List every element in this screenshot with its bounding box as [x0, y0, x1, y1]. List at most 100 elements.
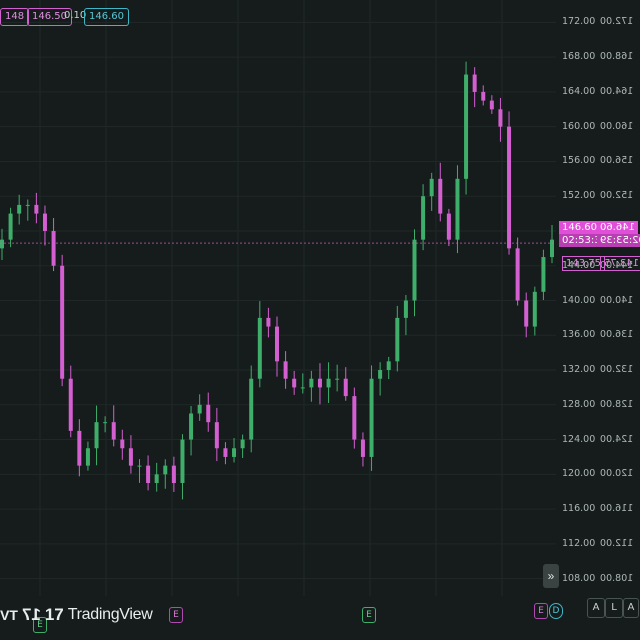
price-axis-label-mirror: 152.00 [600, 190, 634, 202]
price-axis-label: 116.00 [562, 503, 596, 515]
log-scale-button[interactable]: L [605, 598, 623, 618]
candle-body [25, 204, 30, 206]
candle-body [541, 257, 546, 292]
candle-body [481, 91, 486, 101]
candle-body [137, 465, 142, 467]
price-axis-label: 164.00 [562, 85, 596, 97]
price-axis-label: 124.00 [562, 433, 596, 445]
price-axis-label: 128.00 [562, 398, 596, 410]
candle-body [77, 430, 82, 466]
tradingview-logo-mark: 17 [44, 605, 64, 624]
low-price-tag-mirror: 143.75 [600, 256, 640, 271]
candle-body [85, 448, 90, 466]
tradingview-logo[interactable]: TV 17 17 TradingView [0, 602, 153, 628]
price-axis-label-mirror: 108.00 [600, 572, 634, 584]
candle-body [429, 178, 434, 197]
candle-body [232, 448, 237, 457]
earnings-marker[interactable]: E [534, 603, 548, 619]
price-axis-label-mirror: 120.00 [600, 468, 634, 480]
ohlc-high-value: 146.50 [27, 8, 72, 26]
price-axis-label: 132.00 [562, 364, 596, 376]
current-price-tag: 146.60 [559, 221, 600, 234]
tradingview-name: TradingView [67, 606, 153, 623]
candle-body [515, 248, 520, 301]
candles [0, 61, 554, 500]
candle-body [550, 239, 554, 258]
candle-body [111, 422, 116, 440]
price-axis-label-mirror: 160.00 [600, 120, 634, 132]
price-axis-label: 144.00 [562, 259, 596, 271]
scroll-to-realtime-button[interactable]: » [543, 564, 559, 588]
candle-body [438, 178, 443, 214]
price-axis-label: 172.00 [562, 16, 596, 28]
candle-body [180, 439, 185, 484]
candle-body [472, 74, 477, 92]
candle-body [292, 378, 297, 388]
price-axis-label: 108.00 [562, 572, 596, 584]
price-axis-label-mirror: 164.00 [600, 85, 634, 97]
candle-body [403, 300, 408, 318]
candle-body [17, 204, 22, 214]
price-axis-label: 140.00 [562, 294, 596, 306]
price-axis-label-mirror: 136.00 [600, 329, 634, 341]
price-axis-label-mirror: 168.00 [600, 51, 634, 63]
candle-body [446, 213, 451, 240]
price-axis-label-mirror: 140.00 [600, 294, 634, 306]
candle-body [266, 317, 271, 327]
candle-body [360, 439, 365, 457]
candle-body [326, 378, 331, 388]
candle-body [240, 439, 245, 449]
candle-body [317, 378, 322, 388]
candle-body [128, 448, 133, 466]
price-axis-label-mirror: 128.00 [600, 398, 634, 410]
earnings-marker[interactable]: E [362, 607, 376, 623]
candle-body [34, 204, 39, 214]
candle-body [309, 378, 314, 388]
candle-body [94, 422, 99, 449]
candle-body [197, 404, 202, 414]
candle-body [524, 300, 529, 327]
price-axis-label-mirror: 124.00 [600, 433, 634, 445]
candle-body [421, 196, 426, 240]
auto-scale-button-mirror[interactable]: A [623, 598, 639, 618]
earnings-marker[interactable]: E [33, 617, 47, 633]
price-axis-label: 112.00 [562, 537, 596, 549]
candle-body [214, 422, 219, 449]
candle-body [498, 109, 503, 127]
candle-body [249, 378, 254, 440]
price-axis-label-mirror: 116.00 [600, 503, 634, 515]
candle-body [455, 178, 460, 240]
candle-body [300, 387, 305, 389]
candle-body [42, 213, 47, 231]
tradingview-logo-mark: 17 [21, 605, 41, 624]
ohlc-open-value: 148 [0, 8, 30, 26]
price-axis-label: 168.00 [562, 51, 596, 63]
candle-body [0, 239, 4, 249]
dividend-marker[interactable]: D [549, 603, 563, 619]
price-axis-label: 156.00 [562, 155, 596, 167]
candle-body [257, 317, 262, 379]
candle-body [154, 474, 159, 484]
candle-body [189, 413, 194, 440]
candle-body [532, 291, 537, 327]
candle-body [163, 465, 168, 475]
countdown-tag-mirror: 02:53:39 [597, 234, 640, 247]
price-axis-label: 152.00 [562, 190, 596, 202]
candle-body [146, 465, 151, 484]
candle-body [120, 439, 125, 449]
ohlc-change-value: 0.10 [64, 10, 87, 21]
auto-scale-button[interactable]: A [587, 598, 605, 618]
candle-body [171, 465, 176, 484]
current-price-tag-mirror: 146.60 [597, 221, 638, 234]
earnings-marker[interactable]: E [169, 607, 183, 623]
price-axis-label-mirror: 156.00 [600, 155, 634, 167]
candle-body [369, 378, 374, 457]
candle-body [489, 100, 494, 110]
candle-body [8, 213, 13, 240]
candle-body [343, 378, 348, 397]
tradingview-mirror-logo: TV [0, 607, 18, 623]
candle-body [386, 361, 391, 371]
price-axis-label-mirror: 132.00 [600, 364, 634, 376]
